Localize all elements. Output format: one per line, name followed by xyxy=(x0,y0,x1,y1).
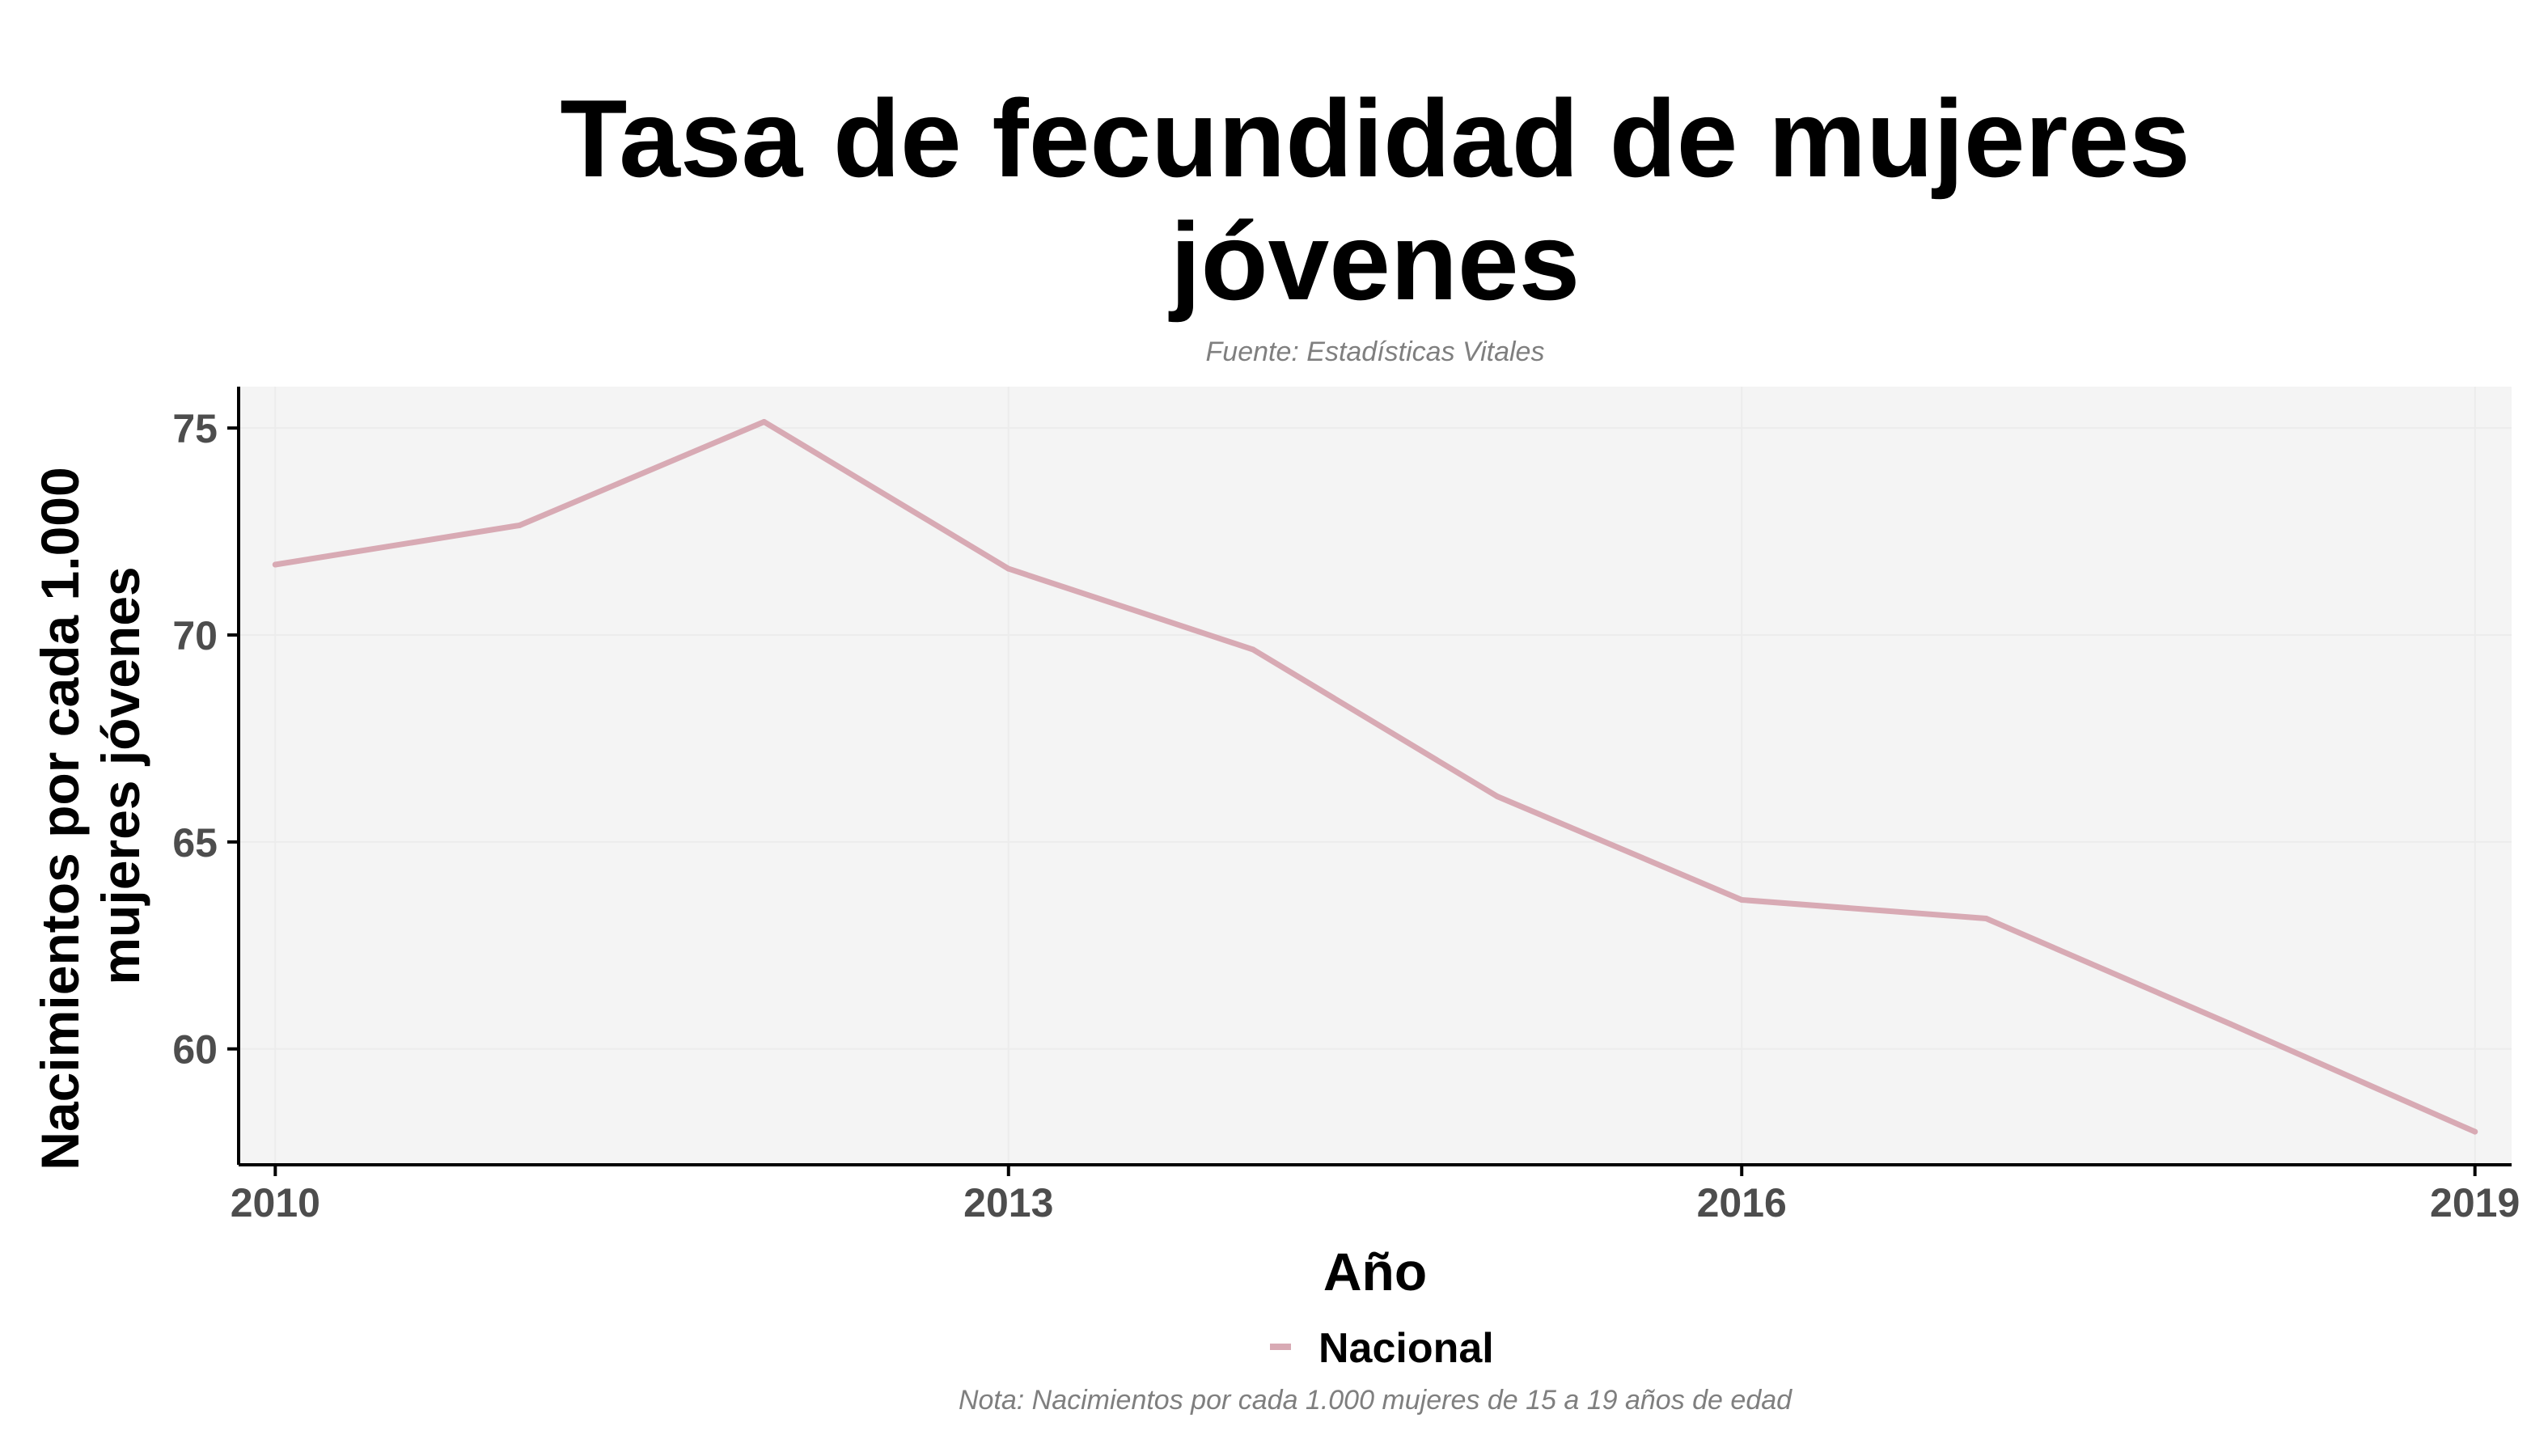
chart-title-line-1: Tasa de fecundidad de mujeres xyxy=(560,77,2190,200)
data-point-2017 xyxy=(1983,916,1989,922)
x-axis-title: Año xyxy=(1323,1242,1427,1302)
y-axis-ticks: 60 65 70 75 xyxy=(172,406,239,1073)
legend: Nacional xyxy=(1270,1325,1494,1372)
y-axis-title-line-2: mujeres jóvenes xyxy=(91,566,150,984)
legend-label-nacional: Nacional xyxy=(1318,1325,1494,1372)
series-layer xyxy=(272,418,2478,1135)
y-tick-label-70: 70 xyxy=(172,613,218,658)
data-point-2011 xyxy=(516,522,523,528)
y-tick-label-65: 65 xyxy=(172,820,218,866)
chart-subtitle: Fuente: Estadísticas Vitales xyxy=(1206,336,1545,367)
grid-lines xyxy=(239,387,2512,1165)
x-tick-label-2019: 2019 xyxy=(2430,1180,2520,1225)
plot-panel xyxy=(239,387,2512,1165)
x-tick-label-2010: 2010 xyxy=(231,1180,320,1225)
data-point-2013 xyxy=(1005,565,1012,572)
data-point-2012 xyxy=(761,418,768,425)
y-axis-title-line-1: Nacimientos por cada 1.000 xyxy=(30,467,90,1170)
chart-title-line-2: jóvenes xyxy=(1168,200,1580,323)
x-tick-label-2013: 2013 xyxy=(963,1180,1053,1225)
data-point-2014 xyxy=(1250,646,1256,653)
x-axis-ticks: 2010 2013 2016 2019 xyxy=(231,1165,2520,1225)
data-point-2015 xyxy=(1494,794,1500,800)
y-tick-label-75: 75 xyxy=(172,406,218,451)
x-tick-label-2016: 2016 xyxy=(1697,1180,1787,1225)
data-point-2018 xyxy=(2228,1021,2234,1027)
series-line-nacional xyxy=(272,419,2478,1135)
y-tick-label-60: 60 xyxy=(172,1027,218,1073)
data-point-2019 xyxy=(2472,1128,2478,1135)
chart-caption: Nota: Nacimientos por cada 1.000 mujeres… xyxy=(959,1385,1792,1416)
data-point-2016 xyxy=(1738,897,1745,904)
data-point-2010 xyxy=(272,561,278,568)
